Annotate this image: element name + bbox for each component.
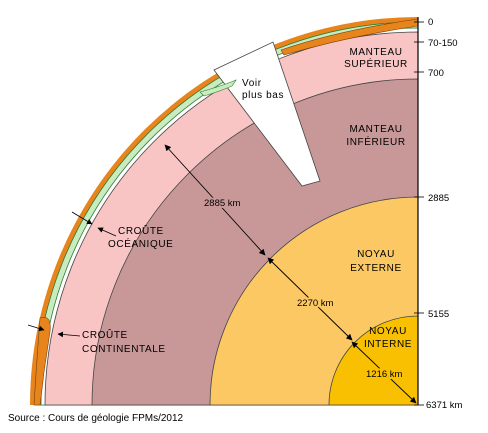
label-oceanic-crust-1: CROÛTE — [118, 224, 164, 237]
label-continental-crust-2: CONTINENTALE — [82, 344, 166, 355]
oceanic-crust-pointer-inner — [97, 227, 117, 237]
label-upper-mantle-2: SUPÉRIEUR — [344, 57, 408, 70]
label-inner-core-1: NOYAU — [369, 326, 407, 337]
outer-core-distance-label: 2270 km — [297, 298, 334, 309]
depth-label-0: 0 — [428, 17, 433, 28]
cutout-wedge — [213, 41, 321, 187]
label-lower-mantle-2: INFÉRIEUR — [346, 135, 405, 148]
callout-line-1: Voir — [242, 78, 262, 89]
label-continental-crust-1: CROÛTE — [82, 328, 128, 341]
label-outer-core-2: EXTERNE — [350, 263, 401, 274]
mantle-distance-arrow — [164, 144, 266, 256]
source-caption: Source : Cours de géologie FPMs/2012 — [8, 413, 184, 424]
continental-crust-pointer-outer — [27, 324, 45, 332]
continental-crust-pointer-inner — [57, 331, 81, 338]
label-oceanic-crust-2: OCÉANIQUE — [108, 237, 173, 250]
continental-crust-bump — [33, 317, 51, 406]
inner-core-distance-label: 1216 km — [366, 369, 403, 380]
depth-label-70-150: 70-150 — [428, 38, 458, 49]
oceanic-crust-pointer-outer — [71, 211, 93, 225]
depth-label-700: 700 — [428, 68, 444, 79]
outer-core-distance-arrow — [267, 257, 353, 341]
depth-label-5155: 5155 — [428, 309, 449, 320]
label-upper-mantle-1: MANTEAU — [349, 47, 402, 58]
mantle-distance-label: 2885 km — [204, 198, 241, 209]
label-lower-mantle-1: MANTEAU — [349, 124, 402, 135]
left-ridge — [199, 79, 237, 97]
label-outer-core-1: NOYAU — [357, 249, 395, 260]
inner-core-distance-arrow — [351, 341, 417, 404]
callout-line-2: plus bas — [242, 90, 284, 101]
depth-label-2885: 2885 — [428, 193, 449, 204]
label-inner-core-2: INTERNE — [364, 339, 412, 350]
depth-label-6371: 6371 km — [426, 400, 463, 411]
